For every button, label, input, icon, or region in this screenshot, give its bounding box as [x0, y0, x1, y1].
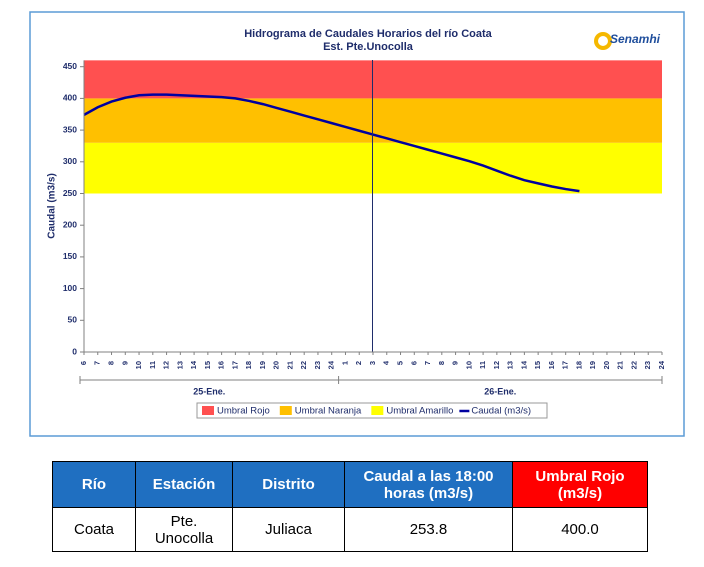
table-row: Coata Pte. Unocolla Juliaca 253.8 400.0	[52, 507, 648, 552]
x-tick-label: 19	[258, 361, 267, 369]
chart-title: Hidrograma de Caudales Horarios del río …	[244, 28, 492, 40]
legend-label: Umbral Naranja	[295, 406, 362, 417]
x-tick-label: 13	[506, 361, 515, 369]
x-tick-label: 5	[396, 361, 405, 365]
x-tick-label: 11	[148, 361, 157, 369]
x-tick-label: 15	[203, 361, 212, 369]
x-tick-label: 24	[657, 360, 666, 369]
x-tick-label: 14	[519, 360, 528, 369]
x-tick-label: 17	[561, 361, 570, 369]
x-tick-label: 22	[629, 361, 638, 369]
chart-subtitle: Est. Pte.Unocolla	[323, 41, 414, 53]
x-tick-label: 6	[409, 361, 418, 365]
table-header-cell: Caudal a las 18:00 horas (m3/s)	[344, 461, 513, 508]
logo: Senamhi	[594, 32, 661, 50]
x-tick-label: 4	[382, 360, 391, 365]
x-tick-label: 1	[340, 361, 349, 365]
table-cell: Pte. Unocolla	[135, 507, 233, 552]
table-header-row: Río Estación Distrito Caudal a las 18:00…	[52, 461, 648, 508]
x-tick-label: 9	[451, 361, 460, 365]
legend-swatch	[202, 406, 214, 415]
x-tick-label: 23	[313, 361, 322, 369]
x-tick-label: 18	[244, 361, 253, 369]
y-tick-label: 100	[63, 283, 77, 293]
x-tick-label: 11	[478, 361, 487, 369]
x-tick-label: 3	[368, 361, 377, 365]
x-tick-label: 18	[574, 361, 583, 369]
table-cell: 253.8	[344, 507, 513, 552]
x-tick-label: 17	[230, 361, 239, 369]
table-header-cell: Umbral Rojo (m3/s)	[512, 461, 648, 508]
legend-label: Caudal (m3/s)	[471, 406, 531, 417]
y-tick-label: 250	[63, 188, 77, 198]
x-tick-label: 22	[299, 361, 308, 369]
legend-swatch	[279, 406, 292, 415]
x-tick-label: 20	[602, 361, 611, 369]
group-label: 26-Ene.	[484, 386, 516, 396]
y-tick-label: 350	[63, 124, 77, 134]
x-tick-label: 2	[354, 361, 363, 365]
summary-table: Río Estación Distrito Caudal a las 18:00…	[52, 461, 648, 552]
y-tick-label: 150	[63, 251, 77, 261]
table-header-cell: Estación	[135, 461, 233, 508]
x-tick-label: 8	[437, 361, 446, 365]
x-tick-label: 6	[79, 361, 88, 365]
y-tick-label: 0	[72, 346, 77, 356]
x-tick-label: 9	[120, 361, 129, 365]
x-tick-label: 10	[134, 361, 143, 369]
x-tick-label: 20	[272, 361, 281, 369]
table-header-cell: Distrito	[232, 461, 345, 508]
legend: Umbral Rojo Umbral Naranja Umbral Amarillo…	[202, 406, 531, 417]
legend-label: Umbral Amarillo	[386, 406, 453, 417]
x-tick-label: 21	[285, 361, 294, 369]
x-tick-label: 10	[464, 361, 473, 369]
x-tick-label: 8	[107, 361, 116, 365]
x-tick-label: 12	[492, 361, 501, 369]
x-tick-label: 24	[327, 360, 336, 369]
legend-label: Umbral Rojo	[217, 406, 270, 417]
x-tick-label: 16	[217, 361, 226, 369]
x-tick-label: 19	[588, 361, 597, 369]
x-tick-label: 13	[175, 361, 184, 369]
table-header-cell: Río	[52, 461, 136, 508]
y-tick-label: 300	[63, 156, 77, 166]
y-axis-label: Caudal (m3/s)	[47, 173, 58, 239]
y-tick-label: 50	[68, 315, 78, 325]
chart: Hidrograma de Caudales Horarios del río …	[29, 11, 685, 437]
logo-text: Senamhi	[610, 32, 661, 46]
x-tick-label: 14	[189, 360, 198, 369]
logo-sun-core	[598, 36, 608, 46]
x-tick-label: 7	[93, 361, 102, 365]
x-tick-label: 7	[423, 361, 432, 365]
table-cell: Coata	[52, 507, 136, 552]
group-label: 25-Ene.	[193, 386, 225, 396]
y-tick-label: 200	[63, 219, 77, 229]
y-tick-label: 450	[63, 61, 77, 71]
y-tick-label: 400	[63, 93, 77, 103]
x-tick-label: 15	[533, 361, 542, 369]
x-tick-label: 12	[162, 361, 171, 369]
table-cell: Juliaca	[232, 507, 345, 552]
series-line	[83, 93, 580, 193]
legend-swatch	[371, 406, 384, 415]
x-tick-label: 16	[547, 361, 556, 369]
x-tick-label: 21	[616, 361, 625, 369]
table-cell: 400.0	[512, 507, 648, 552]
x-tick-label: 23	[643, 361, 652, 369]
